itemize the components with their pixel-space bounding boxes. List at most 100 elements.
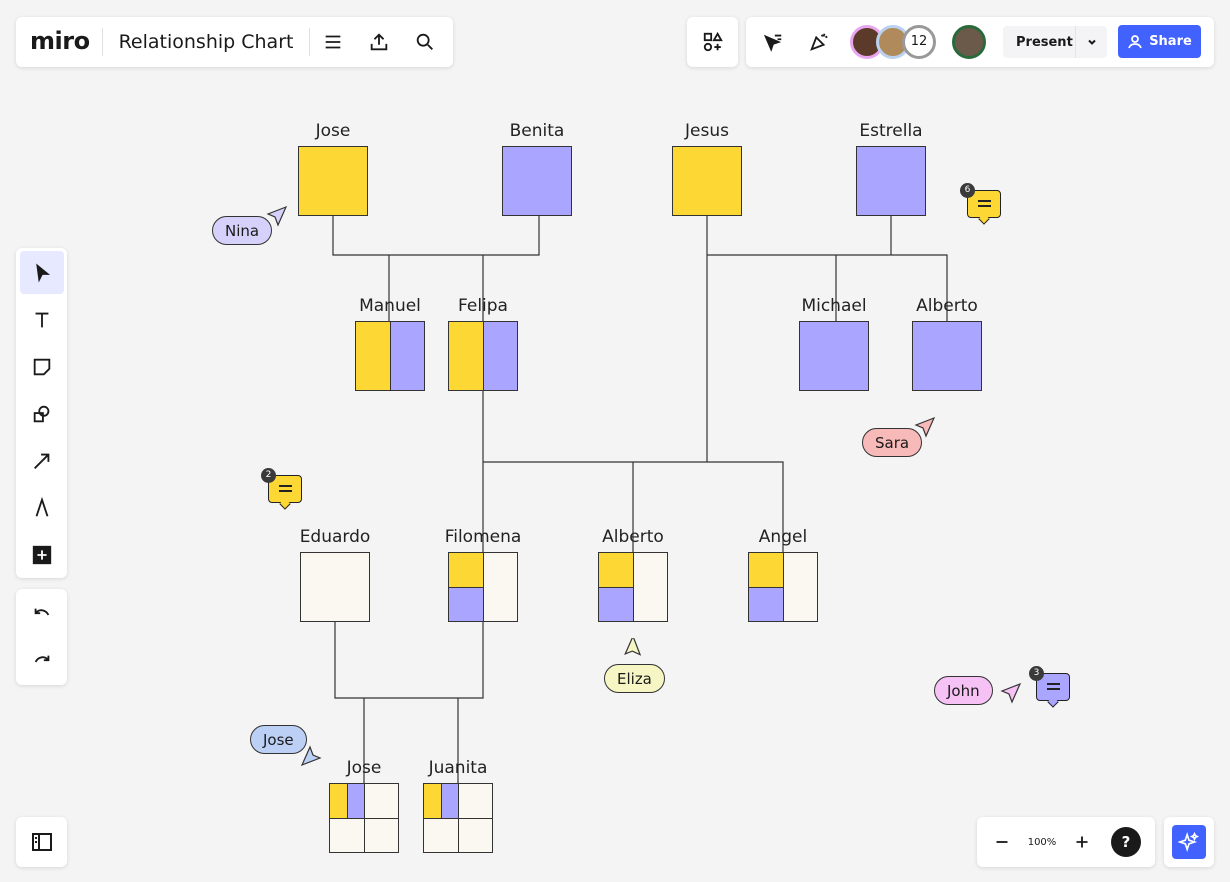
person-name[interactable]: Manuel — [359, 296, 421, 316]
comment-count: 3 — [1029, 666, 1044, 681]
person-name[interactable]: Alberto — [916, 296, 978, 316]
person-name[interactable]: Jesus — [685, 121, 729, 141]
share-button[interactable]: Share — [1118, 25, 1201, 58]
person-name[interactable]: Michael — [801, 296, 867, 316]
cursor-icon — [763, 34, 782, 52]
search-button[interactable] — [402, 19, 448, 65]
person-box[interactable] — [355, 321, 425, 391]
comment-thread[interactable]: 3 — [1029, 666, 1070, 708]
current-user-avatar[interactable] — [952, 25, 986, 59]
chevron-down-icon — [1087, 39, 1096, 45]
color-cell — [749, 587, 783, 588]
person-name[interactable]: Eduardo — [299, 527, 371, 547]
comment-thread[interactable]: 6 — [960, 183, 1001, 225]
minus-icon — [996, 841, 1008, 843]
celebrate-button[interactable] — [796, 19, 842, 65]
person-box[interactable] — [329, 783, 399, 853]
person-box[interactable] — [448, 321, 518, 391]
menu-button[interactable] — [310, 19, 356, 65]
collaborator-cursor-icon — [266, 205, 288, 227]
comment-tail — [1047, 696, 1059, 708]
redo-button[interactable] — [20, 641, 64, 684]
person-box[interactable] — [300, 552, 370, 622]
shapes-plus-icon — [703, 31, 723, 52]
comment-lines-icon — [978, 200, 991, 207]
comment-thread[interactable]: 2 — [261, 468, 302, 510]
color-cell — [330, 784, 347, 818]
ai-assistant-button[interactable] — [1172, 825, 1206, 859]
color-cell — [483, 553, 484, 621]
person-box[interactable] — [799, 321, 869, 391]
color-cell — [483, 322, 517, 390]
select-tool[interactable] — [19, 251, 64, 294]
sparkle-icon — [1178, 831, 1200, 852]
person-name[interactable]: Estrella — [859, 121, 923, 141]
collaborator-cursor-label: Sara — [862, 428, 923, 457]
person-name[interactable]: Juanita — [428, 758, 488, 778]
comment-tail — [978, 213, 990, 225]
panel-toggle[interactable] — [16, 817, 67, 867]
person-box[interactable] — [856, 146, 926, 216]
color-cell — [599, 587, 633, 621]
person-name[interactable]: Felipa — [458, 296, 508, 316]
collaborator-cursor-icon — [914, 416, 936, 438]
text-icon — [35, 312, 48, 327]
plus-square-icon — [32, 545, 51, 564]
zoom-in-button[interactable] — [1059, 819, 1105, 865]
connector-tool[interactable] — [20, 439, 64, 482]
person-box[interactable] — [912, 321, 982, 391]
pen-tool[interactable] — [20, 486, 64, 529]
apps-button[interactable] — [690, 19, 736, 65]
collaborator-count[interactable]: 12 — [902, 25, 936, 59]
shapes-icon — [33, 405, 49, 422]
person-name[interactable]: Jose — [346, 758, 382, 778]
text-tool[interactable] — [20, 298, 64, 341]
present-label: Present — [1016, 34, 1073, 50]
person-name[interactable]: Benita — [509, 121, 565, 141]
color-cell — [783, 553, 784, 621]
zoom-controls: 100% ? — [977, 817, 1155, 867]
collaborator-cursor-label: Nina — [212, 216, 273, 245]
person-box[interactable] — [298, 146, 368, 216]
color-cell — [347, 784, 364, 818]
color-cell — [330, 818, 398, 819]
person-box[interactable] — [598, 552, 668, 622]
hamburger-icon — [326, 35, 341, 49]
undo-icon — [34, 608, 49, 616]
history-toolbar — [16, 589, 67, 685]
undo-button[interactable] — [20, 594, 64, 637]
person-box[interactable] — [423, 783, 493, 853]
person-box[interactable] — [748, 552, 818, 622]
board-title[interactable]: Relationship Chart — [103, 28, 311, 56]
color-cell — [749, 553, 783, 587]
present-button[interactable]: Present — [1003, 26, 1107, 58]
cursor-filter-button[interactable] — [750, 19, 796, 65]
person-name[interactable]: Filomena — [444, 527, 522, 547]
color-cell — [356, 322, 390, 390]
color-cell — [449, 587, 483, 621]
color-cell — [441, 784, 442, 818]
person-name[interactable]: Alberto — [602, 527, 664, 547]
help-button[interactable]: ? — [1111, 827, 1141, 857]
pen-icon — [35, 496, 48, 517]
person-name[interactable]: Jose — [315, 121, 351, 141]
more-tools[interactable] — [20, 533, 64, 576]
color-cell — [390, 322, 424, 390]
person-box[interactable] — [672, 146, 742, 216]
color-cell — [390, 322, 391, 390]
present-dropdown[interactable] — [1075, 26, 1107, 58]
export-button[interactable] — [356, 19, 402, 65]
sticky-note-tool[interactable] — [20, 345, 64, 388]
comment-tail — [279, 498, 291, 510]
color-cell — [483, 322, 484, 390]
person-box[interactable] — [448, 552, 518, 622]
collaborator-cursor-label: Jose — [250, 725, 307, 754]
person-box[interactable] — [502, 146, 572, 216]
miro-logo[interactable]: miro — [16, 28, 103, 56]
zoom-level[interactable]: 100% — [1027, 836, 1057, 848]
shapes-tool[interactable] — [20, 392, 64, 435]
color-cell — [633, 553, 634, 621]
person-name[interactable]: Angel — [758, 527, 808, 547]
zoom-out-button[interactable] — [979, 819, 1025, 865]
